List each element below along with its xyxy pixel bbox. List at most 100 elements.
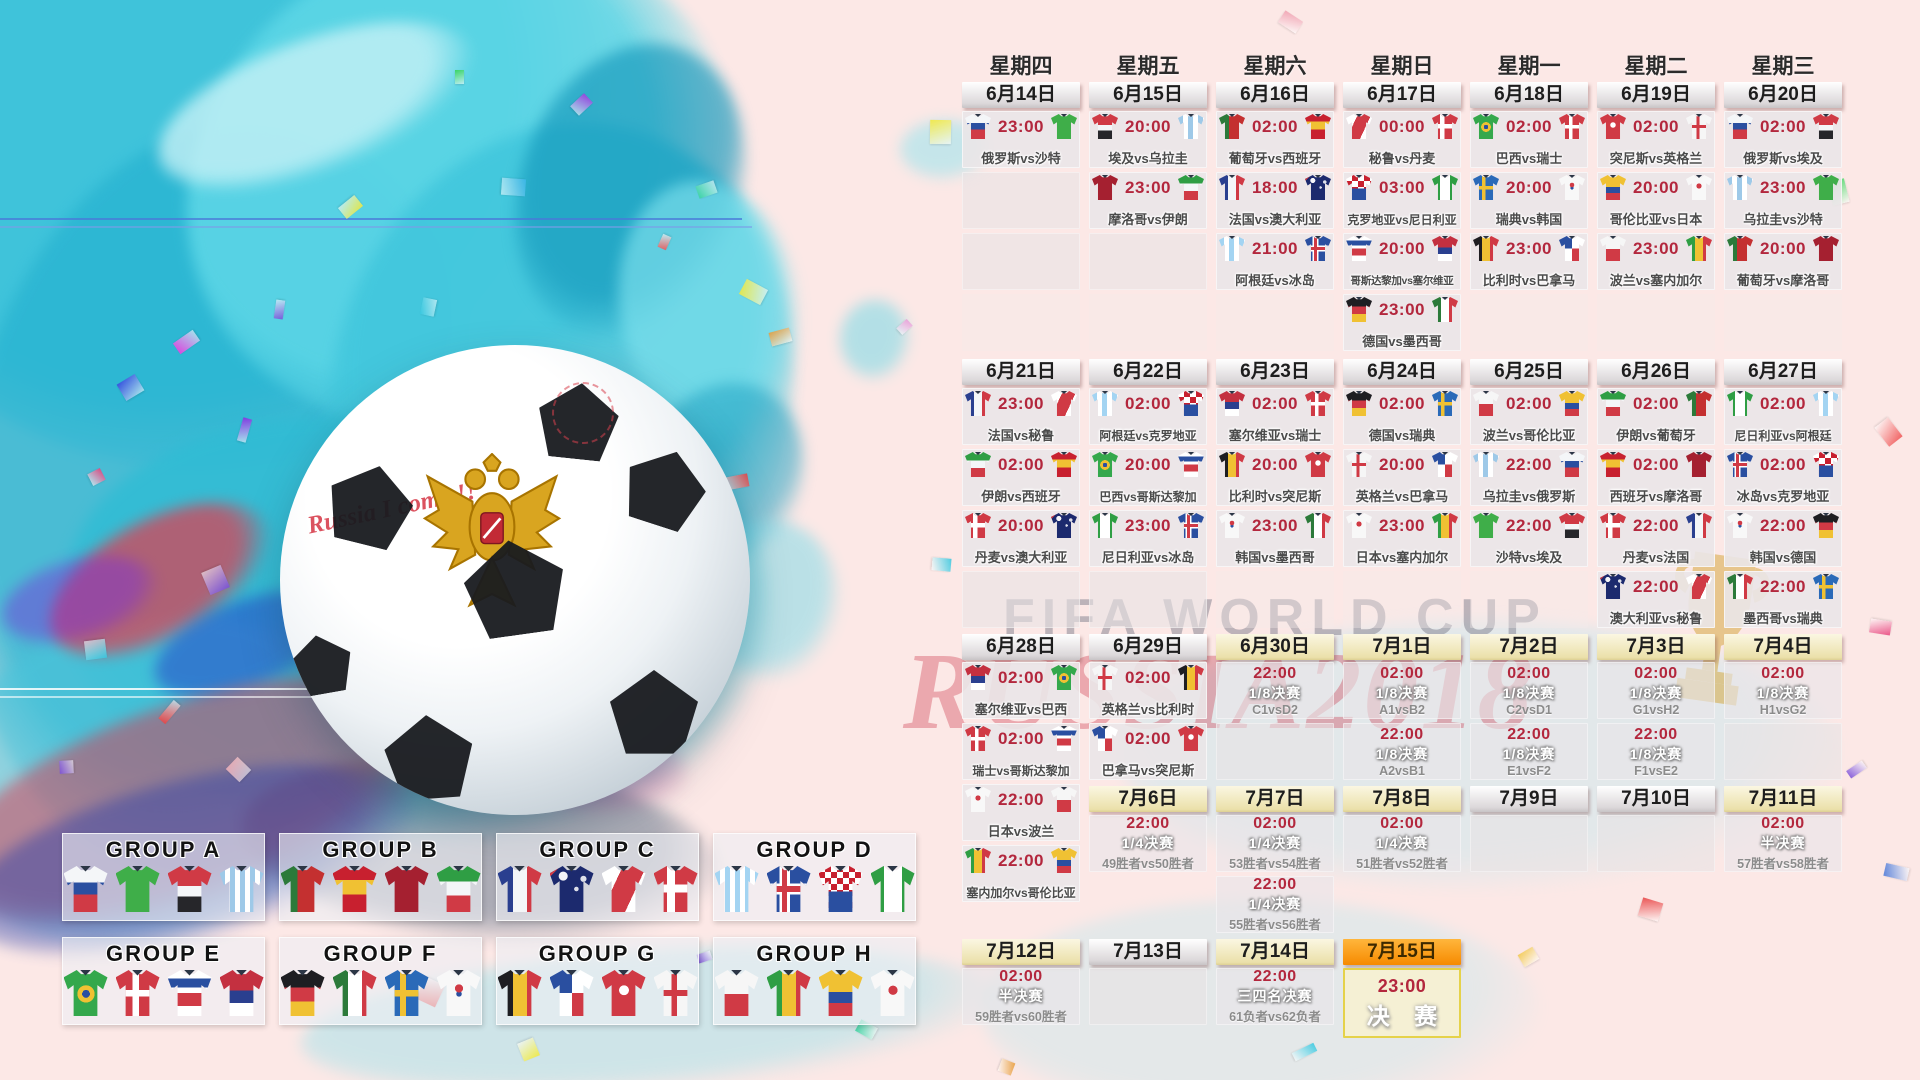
panama-jersey-icon [550,970,594,1016]
japan-jersey-icon [1346,513,1372,538]
knockout-stage-label: 三四名决赛 [1237,988,1313,1004]
match-top-row: 21:00 [1219,236,1331,261]
match-time: 23:00 [998,393,1044,413]
saudi-jersey-icon [116,866,160,912]
iceland-jersey-icon [767,866,811,912]
match-top-row: 22:00 [1600,513,1712,538]
match-cell: 20:00 哥斯达黎加vs塞尔维亚 [1343,233,1461,290]
egypt-jersey-icon [1813,114,1839,139]
match-teams-label: 丹麦vs法国 [1622,549,1690,565]
date-header: 6月15日 [1089,82,1207,108]
switzerland-jersey-icon [965,726,991,751]
match-time: 20:00 [1379,454,1425,474]
korea-jersey-icon [1559,175,1585,200]
match-top-row: 20:00 [1600,175,1712,200]
sweden-jersey-icon [1473,175,1499,200]
match-time: 02:00 [1125,667,1171,687]
morocco-jersey-icon [1686,452,1712,477]
match-cell: 02:00 巴拿马vs突尼斯 [1089,723,1207,780]
match-cell: 02:00 波兰vs哥伦比亚 [1470,388,1588,445]
match-teams-label: 巴西vs瑞士 [1495,150,1563,166]
switzerland-jersey-icon [1305,391,1331,416]
knockout-cell: 02:00 1/4决赛 51胜者vs52胜者 [1343,815,1461,872]
knockout-teams-label: C1vsD2 [1252,702,1298,717]
group-box-d: GROUP D [713,833,916,921]
match-cell: 23:00 波兰vs塞内加尔 [1597,233,1715,290]
date-header: 7月10日 [1597,786,1715,812]
group-box-h: GROUP H [713,937,916,1025]
match-cell: 02:00 德国vs瑞典 [1343,388,1461,445]
match-time: 22:00 [1506,454,1552,474]
germany-jersey-icon [1813,513,1839,538]
match-time: 02:00 [1506,116,1552,136]
match-cell: 02:00 瑞士vs哥斯达黎加 [962,723,1080,780]
match-time: 02:00 [1634,664,1678,682]
match-top-row: 02:00 [1092,726,1204,751]
serbia-jersey-icon [220,970,264,1016]
final-label: 决 赛 [1366,1002,1447,1029]
uruguay-jersey-icon [220,866,264,912]
empty-cell [1597,294,1715,351]
match-teams-label: 塞尔维亚vs巴西 [974,701,1068,717]
match-teams-label: 墨西哥vs瑞典 [1743,610,1823,626]
match-teams-label: 阿根廷vs克罗地亚 [1099,428,1197,443]
poland-jersey-icon [1473,391,1499,416]
match-time: 02:00 [1633,454,1679,474]
match-time: 22:00 [1253,968,1297,985]
match-teams-label: 伊朗vs葡萄牙 [1616,427,1696,443]
match-cell: 20:00 哥伦比亚vs日本 [1597,172,1715,229]
match-cell: 02:00 塞尔维亚vs巴西 [962,662,1080,719]
match-time: 02:00 [1125,393,1171,413]
knockout-cell: 02:00 半决赛 59胜者vs60胜者 [962,968,1080,1025]
match-cell: 23:00 俄罗斯vs沙特 [962,111,1080,168]
group-title: GROUP F [323,941,438,966]
match-top-row: 20:00 [1092,452,1204,477]
group-jersey-row [496,866,699,912]
decor-line [0,688,600,690]
nigeria-jersey-icon [1432,175,1458,200]
egypt-jersey-icon [1559,513,1585,538]
date-header: 7月1日 [1343,634,1461,660]
senegal-jersey-icon [1432,513,1458,538]
knockout-teams-label: F1vsE2 [1634,763,1678,778]
date-header: 7月15日 [1343,939,1461,965]
knockout-teams-label: G1vsH2 [1632,702,1680,717]
mexico-jersey-icon [1727,574,1753,599]
date-header: 6月18日 [1470,82,1588,108]
match-top-row: 02:00 [1092,391,1204,416]
match-cell: 02:00 伊朗vs西班牙 [962,449,1080,506]
tunisia-jersey-icon [1600,114,1626,139]
match-top-row: 02:00 [1727,452,1839,477]
knockout-teams-label: 59胜者vs60胜者 [975,1010,1067,1024]
match-top-row: 02:00 [965,665,1077,690]
match-cell: 20:00 丹麦vs澳大利亚 [962,510,1080,567]
match-time: 22:00 [998,789,1044,809]
knockout-teams-label: H1vsG2 [1759,702,1807,717]
match-teams-label: 法国vs澳大利亚 [1228,211,1322,227]
morocco-jersey-icon [1813,236,1839,261]
weekday-label: 星期六 [1243,55,1307,78]
mexico-jersey-icon [333,970,377,1016]
weekday-label: 星期三 [1751,55,1815,78]
decor-line [0,218,742,220]
match-cell: 00:00 秘鲁vs丹麦 [1343,111,1461,168]
knockout-stage-label: 1/4决赛 [1375,835,1429,851]
nigeria-jersey-icon [1727,391,1753,416]
match-time: 22:00 [1760,576,1806,596]
match-time: 02:00 [1253,815,1297,832]
empty-cell [962,571,1080,628]
date-header: 6月24日 [1343,359,1461,385]
group-box-a: GROUP A [62,833,265,921]
match-top-row: 22:00 [1600,574,1712,599]
match-top-row: 20:00 [1219,452,1331,477]
match-teams-label: 哥斯达黎加vs塞尔维亚 [1350,275,1454,288]
group-box-b: GROUP B [279,833,482,921]
group-jersey-row [279,866,482,912]
panama-jersey-icon [1092,726,1118,751]
match-top-row: 20:00 [1727,236,1839,261]
match-cell: 22:00 墨西哥vs瑞典 [1724,571,1842,628]
group-box-c: GROUP C [496,833,699,921]
match-top-row: 22:00 [965,848,1077,873]
date-header: 7月8日 [1343,786,1461,812]
match-time: 22:00 [1126,815,1170,832]
